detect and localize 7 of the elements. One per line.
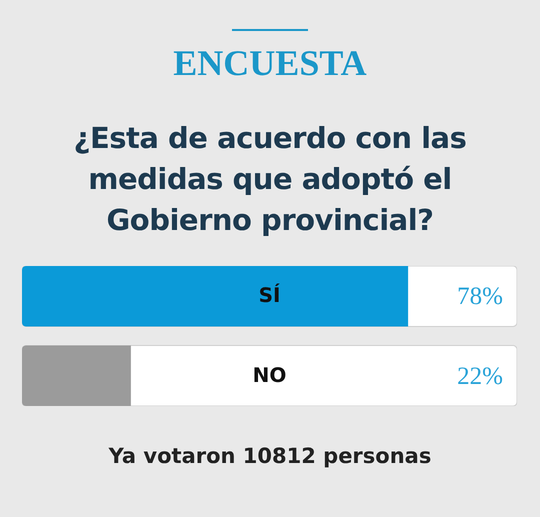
chart-title: ENCUESTA <box>172 42 368 84</box>
y-tick-label: NO <box>252 362 286 387</box>
y-tick-label: SÍ <box>258 283 280 308</box>
chart-subtitle: ¿Esta de acuerdo con las medidas que adoptó el Gobierno provincial? <box>72 120 468 239</box>
data-label: 78% <box>457 283 503 310</box>
text: Ya votaron 10812 personas <box>108 444 432 468</box>
data-label: 22% <box>457 362 503 390</box>
